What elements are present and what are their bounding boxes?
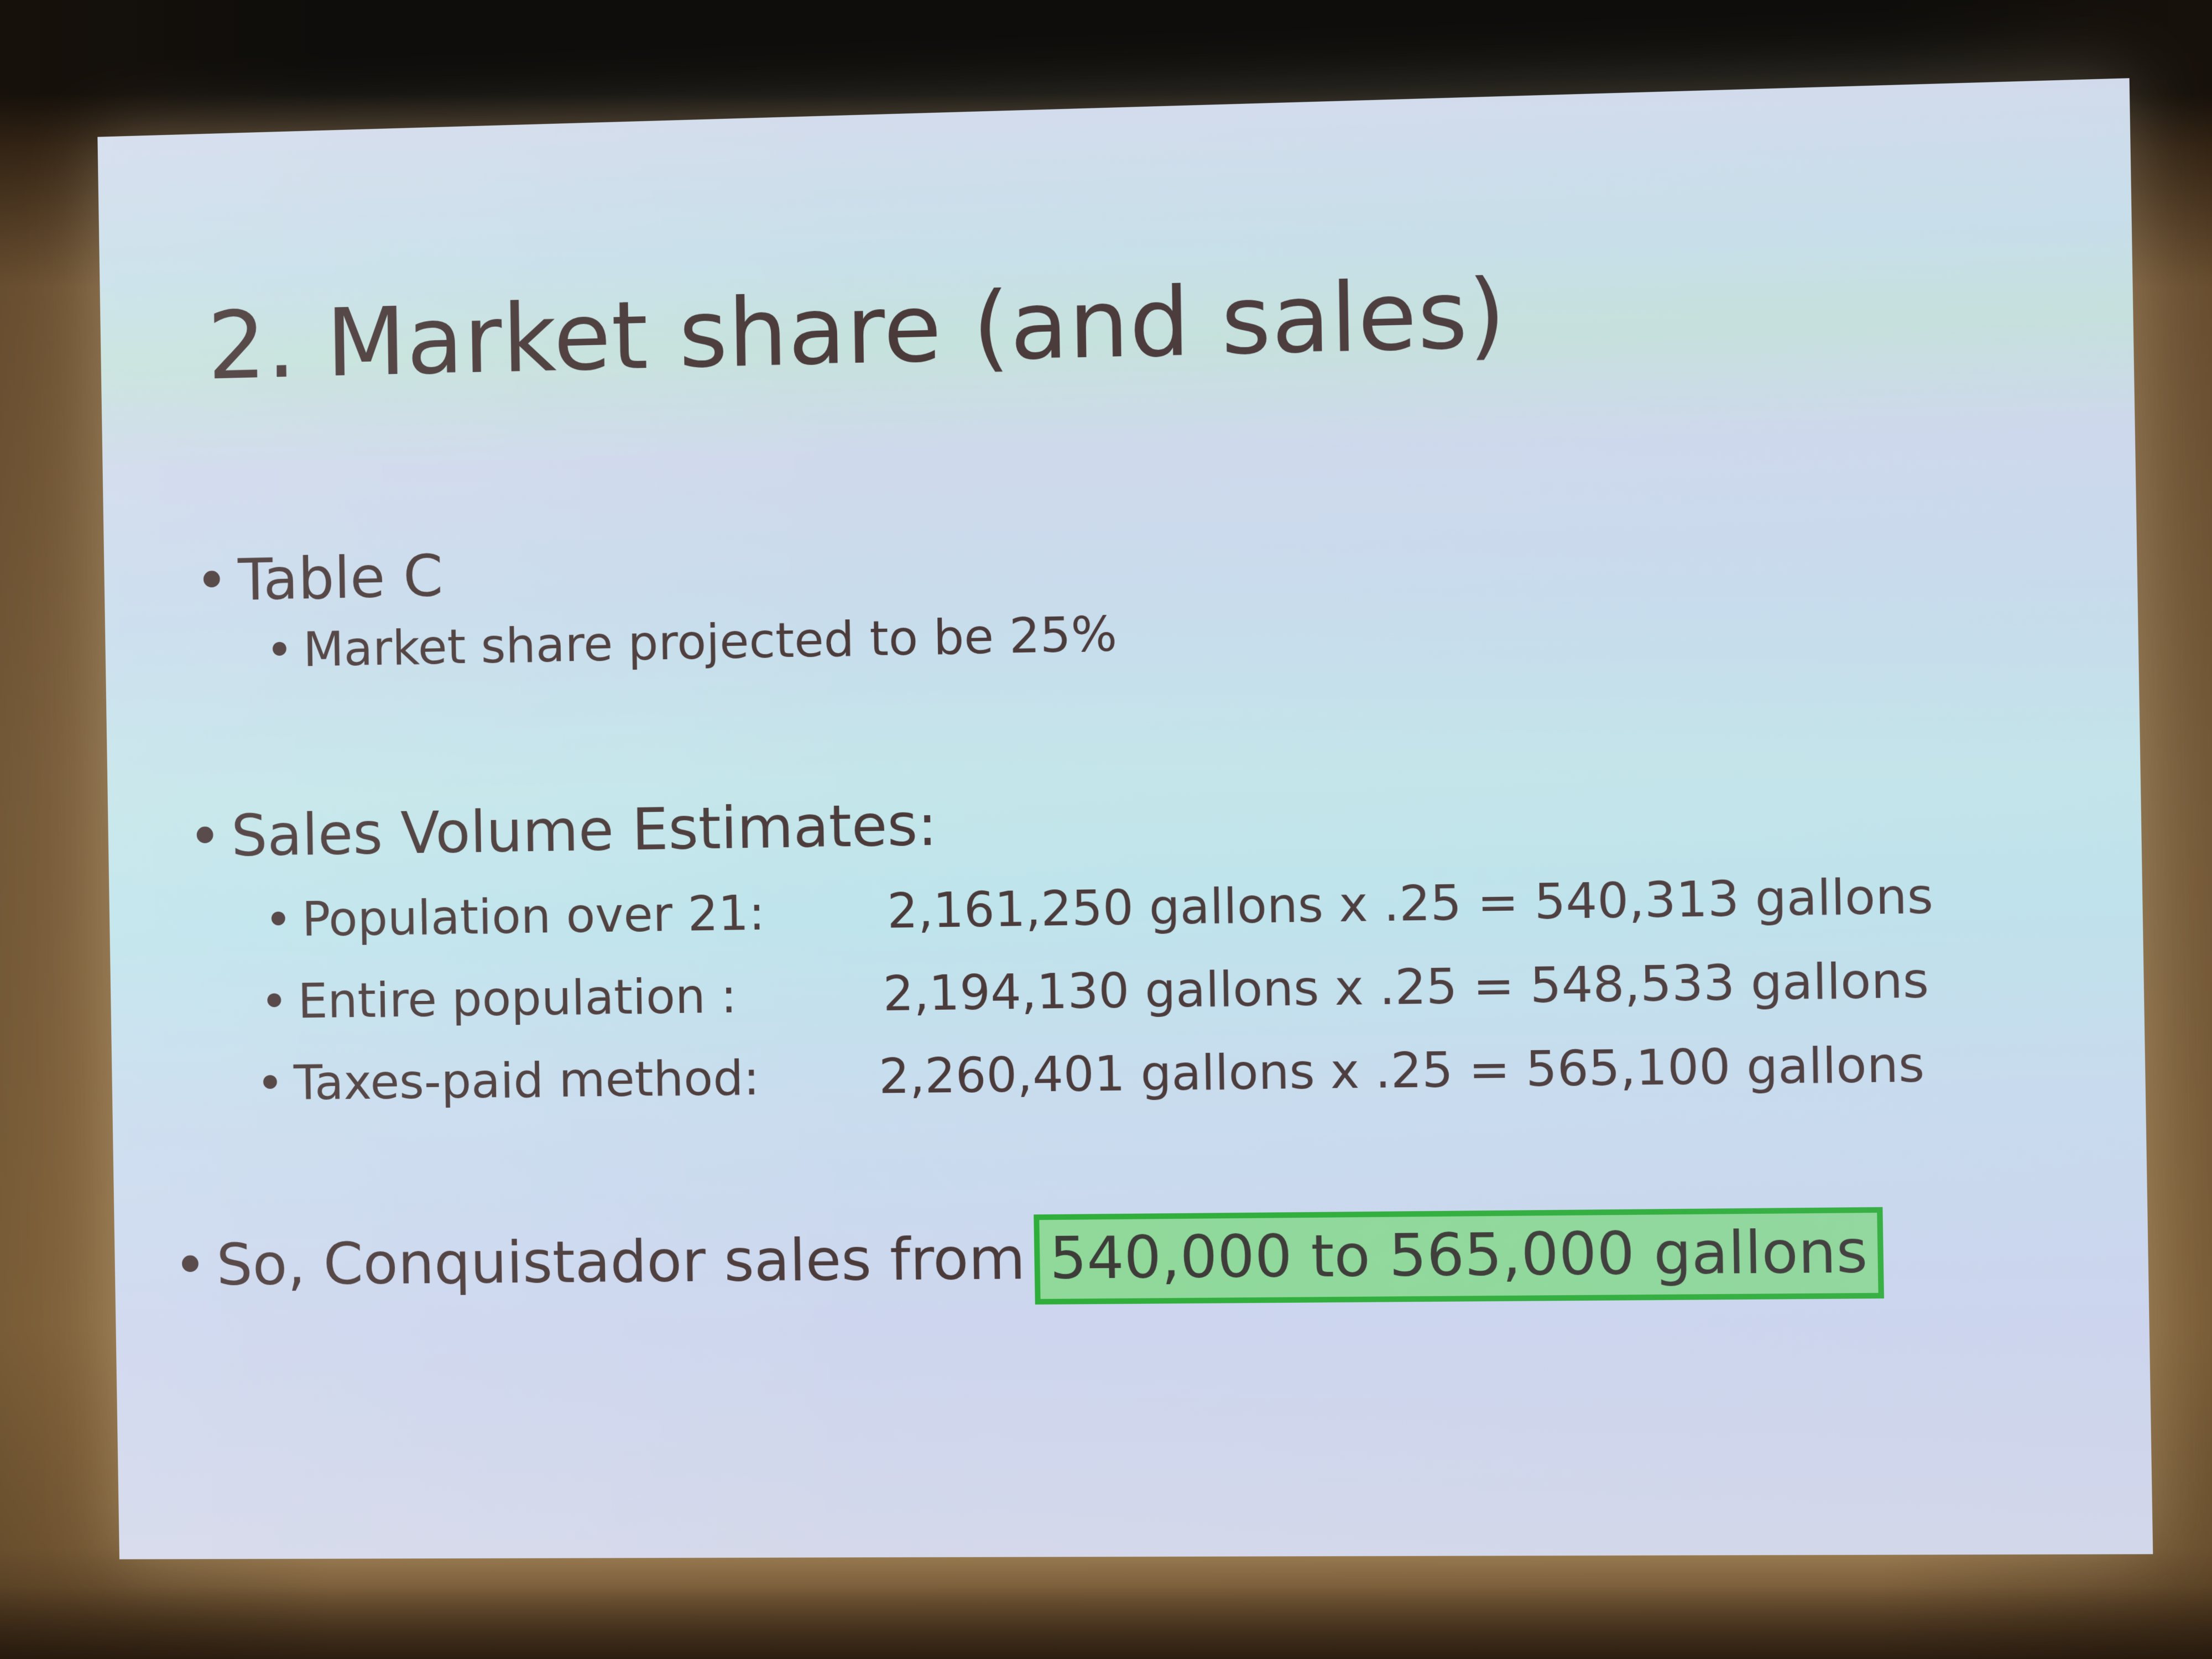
conclusion-highlight-box: 540,000 to 565,000 gallons	[1034, 1207, 1884, 1305]
projection-screen: 2. Market share (and sales) • Table C • Ma…	[97, 78, 2153, 1559]
sales-row-label: Entire population :	[298, 965, 884, 1029]
sales-row: • Entire population :2,194,130 gallons x …	[260, 951, 1929, 1030]
bullet-dot: •	[260, 973, 289, 1030]
sales-row: • Taxes-paid method: 2,260,401 gallons x .…	[256, 1036, 1925, 1112]
bullet-dot: •	[264, 891, 293, 948]
bullet-dot: •	[195, 547, 229, 614]
sales-row-label: Population over 21:	[301, 883, 888, 947]
bullet-sales-label: Sales Volume Estimates:	[231, 791, 937, 869]
slide-title: 2. Market share (and sales)	[207, 258, 1507, 401]
bullet-table-label: Table C	[238, 542, 444, 613]
bullet-table-sub: • Market share projected to be 25%	[265, 606, 1118, 679]
sales-row-calc: 2,260,401 gallons x .25 = 565,100 gallon…	[878, 1036, 1925, 1105]
bullet-table-sub-text: Market share projected to be 25%	[302, 606, 1117, 678]
slide: 2. Market share (and sales) • Table C • Ma…	[97, 78, 2153, 1559]
sales-row-label: Taxes-paid method:	[293, 1048, 879, 1111]
bullet-dot: •	[173, 1232, 207, 1298]
bullet-dot: •	[265, 622, 294, 678]
sales-row: • Population over 21: 2,161,250 gallons x …	[264, 867, 1933, 948]
bullet-dot: •	[256, 1055, 285, 1112]
bullet-conclusion: • So, Conquistador sales from 540,000 to 5…	[173, 1207, 1885, 1311]
floor-shadow	[0, 1587, 2212, 1659]
bullet-dot: •	[188, 802, 222, 870]
sales-row-calc: 2,161,250 gallons x .25 = 540,313 gallon…	[886, 867, 1933, 940]
bullet-table: • Table C	[195, 542, 444, 614]
sales-row-calc: 2,194,130 gallons x .25 = 548,533 gallon…	[883, 951, 1929, 1022]
conclusion-prefix: So, Conquistador sales from	[216, 1224, 1026, 1298]
bullet-sales: • Sales Volume Estimates:	[188, 791, 938, 870]
